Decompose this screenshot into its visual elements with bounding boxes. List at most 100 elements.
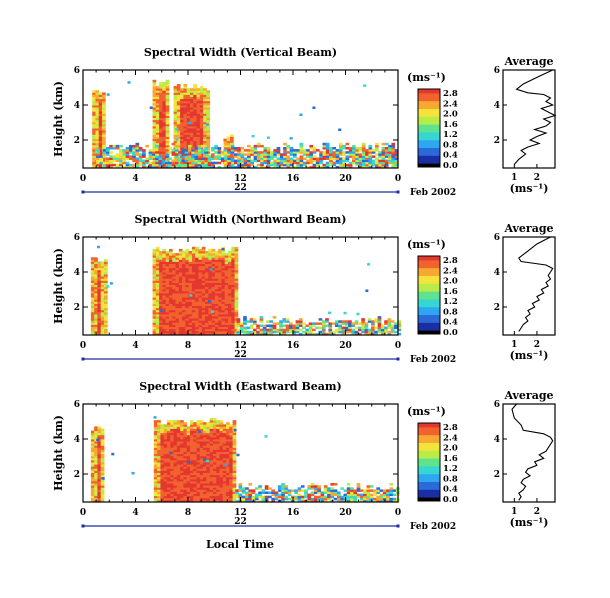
colorbar-swatch xyxy=(418,467,440,471)
heatmap-cell xyxy=(212,424,217,427)
heatmap-cell xyxy=(152,94,157,97)
heatmap-cell xyxy=(175,278,180,281)
heatmap-cell xyxy=(199,153,204,156)
heatmap-cell xyxy=(240,147,245,150)
heatmap-cell xyxy=(317,497,321,501)
heatmap-cell xyxy=(152,86,157,89)
heatmap-cell xyxy=(345,157,350,160)
heatmap-cell xyxy=(226,470,230,473)
heatmap-cell xyxy=(256,324,260,327)
heatmap-cell xyxy=(234,301,239,304)
heatmap-cell xyxy=(232,436,237,440)
colorbar-swatch xyxy=(418,485,440,488)
heatmap-cell xyxy=(371,326,375,330)
heatmap-cell xyxy=(168,299,173,302)
heatmap-cell xyxy=(230,157,235,160)
heatmap-cell xyxy=(214,276,219,279)
heatmap-cell xyxy=(196,472,201,476)
heatmap-cell xyxy=(95,107,100,110)
average-title: Average xyxy=(503,389,553,402)
heatmap-cell xyxy=(167,422,171,425)
heatmap-cell xyxy=(102,130,106,133)
heatmap-cell xyxy=(336,499,341,503)
heatmap-cell xyxy=(231,280,235,283)
heatmap-cell xyxy=(196,134,201,137)
heatmap-cell xyxy=(203,447,207,450)
heatmap-cell xyxy=(152,316,157,319)
heatmap-cell xyxy=(191,290,196,294)
heatmap-cell xyxy=(201,280,206,283)
heatmap-cell xyxy=(229,483,234,486)
heatmap-cell xyxy=(165,280,170,283)
heatmap-cell xyxy=(100,311,105,315)
colorbar-swatch xyxy=(418,275,440,278)
average-x-tick-label: 1 xyxy=(511,340,517,350)
heatmap-cell xyxy=(97,428,102,431)
heatmap-cell xyxy=(193,128,197,131)
heatmap-cell xyxy=(361,163,366,167)
heatmap-cell xyxy=(221,320,226,323)
heatmap-cell xyxy=(394,165,399,169)
heatmap-cell xyxy=(185,255,190,258)
heatmap-cell xyxy=(228,330,232,334)
month-label: Feb 2002 xyxy=(410,355,456,365)
heatmap-cell xyxy=(386,499,390,503)
heatmap-cell xyxy=(128,165,133,169)
heatmap-cell xyxy=(165,272,170,275)
heatmap-cell xyxy=(198,284,203,288)
heatmap-cell xyxy=(90,487,95,490)
heatmap-cell xyxy=(109,165,113,169)
average-y-tick-label: 6 xyxy=(494,233,500,243)
heatmap-cell xyxy=(210,165,215,169)
heatmap-cell xyxy=(209,441,214,444)
heatmap-cell xyxy=(237,153,241,156)
heatmap-cell xyxy=(279,161,284,165)
heatmap-cell xyxy=(277,489,282,492)
heatmap-cell xyxy=(90,485,95,488)
heatmap-cell xyxy=(325,161,330,165)
heatmap-cell xyxy=(230,142,235,146)
heatmap-cell xyxy=(183,453,188,457)
heatmap-cell xyxy=(173,90,178,93)
heatmap-cell xyxy=(199,94,204,97)
heatmap-cell xyxy=(224,299,229,302)
heatmap-cell xyxy=(219,439,224,442)
heatmap-cell xyxy=(228,293,232,296)
heatmap-cell xyxy=(247,151,251,154)
heatmap-cell xyxy=(99,161,104,165)
heatmap-cell xyxy=(196,128,201,131)
heatmap-cell xyxy=(296,161,300,165)
heatmap-cell xyxy=(253,149,258,152)
heatmap-cell xyxy=(332,155,337,158)
heatmap-cell xyxy=(196,460,201,463)
heatmap-cell xyxy=(157,489,161,492)
heatmap-cell xyxy=(199,130,204,133)
heatmap-cell xyxy=(379,493,384,497)
heatmap-cell xyxy=(186,493,191,497)
heatmap-cell xyxy=(247,149,251,152)
heatmap-cell xyxy=(211,272,216,275)
heatmap-cell xyxy=(170,420,174,423)
heatmap-cell xyxy=(348,147,353,150)
heatmap-cell xyxy=(155,309,160,313)
heatmap-cell xyxy=(152,284,157,288)
heatmap-cell xyxy=(160,424,165,427)
heatmap-cell xyxy=(279,159,284,163)
heatmap-cell xyxy=(162,111,167,114)
heatmap-cell xyxy=(157,495,161,499)
heatmap-cell xyxy=(162,84,167,87)
heatmap-cell xyxy=(191,159,195,163)
heatmap-cell xyxy=(153,485,158,488)
heatmap-cell xyxy=(98,147,103,150)
heatmap-cell xyxy=(97,457,102,461)
heatmap-cell xyxy=(203,460,207,463)
heatmap-cell xyxy=(95,109,100,112)
heatmap-cell xyxy=(229,481,234,484)
heatmap-cell xyxy=(195,282,199,285)
heatmap-cell xyxy=(97,297,102,300)
heatmap-cell xyxy=(211,330,216,334)
heatmap-cell xyxy=(227,163,232,167)
heatmap-cell xyxy=(165,314,170,317)
heatmap-cell xyxy=(162,303,167,306)
heatmap-cell xyxy=(163,483,168,486)
